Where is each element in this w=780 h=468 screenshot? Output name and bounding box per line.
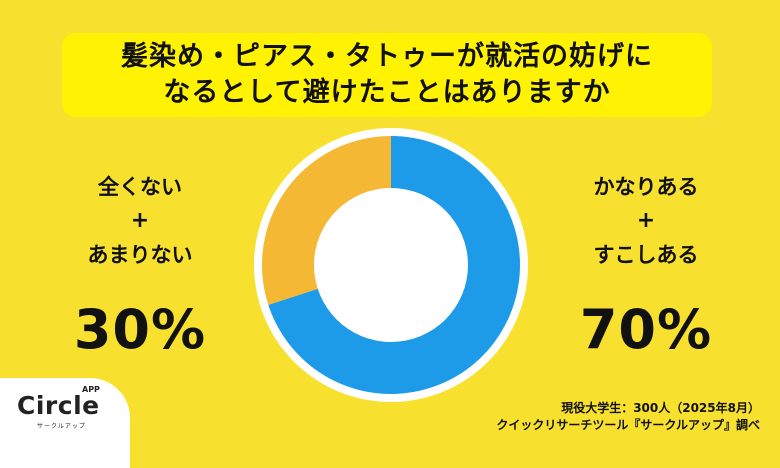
no-panel: 全くない + あまりない 30% xyxy=(55,170,225,360)
no-label-1: 全くない xyxy=(98,175,182,199)
donut-chart xyxy=(254,128,528,402)
source-line-1: 現役大学生：300人（2025年8月） xyxy=(561,401,760,415)
source-line-2: クイックリサーチツール『サークルアップ』調べ xyxy=(496,418,760,432)
logo-app-badge: APP xyxy=(82,385,100,394)
no-label-2: あまりない xyxy=(87,243,193,267)
title-line-2: なるとして避けたことはありますか xyxy=(163,77,611,108)
title-line-1: 髪染め・ピアス・タトゥーが就活の妨げに xyxy=(121,41,653,72)
plus-sign: + xyxy=(130,208,150,233)
title-banner: 髪染め・ピアス・タトゥーが就活の妨げに なるとして避けたことはありますか xyxy=(62,33,712,117)
yes-panel: かなりある + すこしある 70% xyxy=(561,170,731,360)
logo-subtitle: サークルアップ xyxy=(37,423,86,430)
yes-label-1: かなりある xyxy=(593,175,699,199)
plus-sign: + xyxy=(636,208,656,233)
source-note: 現役大学生：300人（2025年8月） クイックリサーチツール『サークルアップ』… xyxy=(496,400,760,434)
yes-label-2: すこしある xyxy=(593,243,699,267)
no-percent: 30% xyxy=(73,298,207,361)
logo-text: Circle xyxy=(17,391,100,420)
yes-percent: 70% xyxy=(579,298,713,361)
